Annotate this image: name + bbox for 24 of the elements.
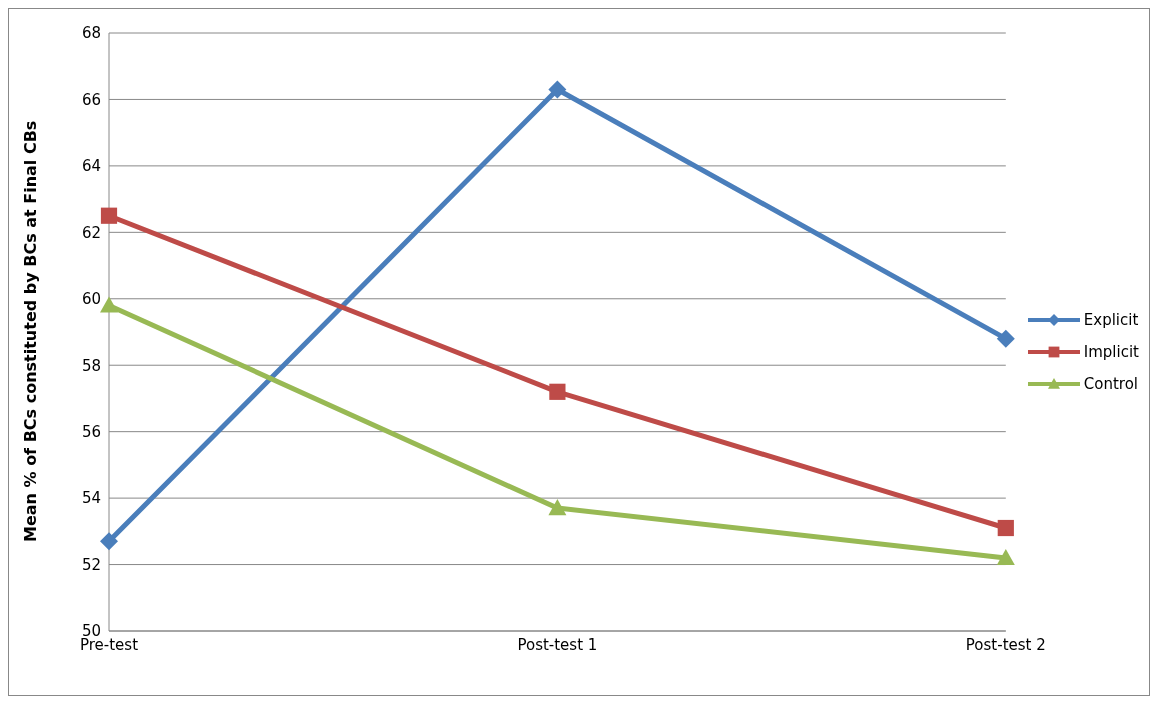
legend-label: Explicit <box>1083 311 1139 329</box>
y-tick-label: 62 <box>81 223 101 242</box>
point <box>997 519 1014 537</box>
y-tick-label: 68 <box>81 24 101 43</box>
point <box>100 207 118 224</box>
point <box>100 532 118 551</box>
y-axis-title: Mean % of BCs constituted by BCs at Final CBs <box>20 120 40 542</box>
y-tick-label: 60 <box>81 290 101 309</box>
point <box>996 329 1015 348</box>
y-tick-label: 52 <box>81 555 101 574</box>
y-tick-label: 66 <box>81 90 101 109</box>
legend-label: Control <box>1083 375 1139 393</box>
y-tick-label: 56 <box>81 422 101 441</box>
point <box>996 548 1015 566</box>
point <box>548 80 567 99</box>
x-tick-label: Post-test 2 <box>965 635 1046 654</box>
point <box>549 383 566 400</box>
y-tick-label: 54 <box>81 489 101 508</box>
x-tick-label: Post-test 1 <box>517 635 598 654</box>
point <box>548 499 567 516</box>
legend-label: Implicit <box>1083 343 1139 361</box>
point <box>100 296 118 313</box>
y-tick-label: 58 <box>81 356 101 375</box>
y-tick-label: 64 <box>81 157 101 176</box>
